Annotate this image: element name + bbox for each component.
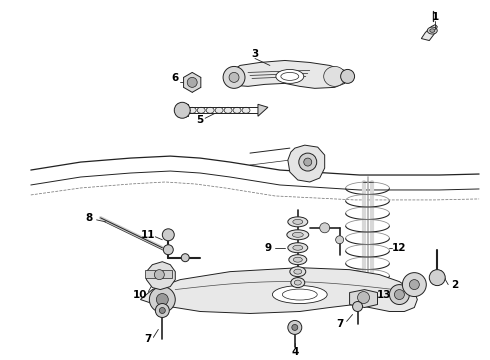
Ellipse shape bbox=[427, 27, 437, 34]
Ellipse shape bbox=[188, 107, 196, 113]
Text: 10: 10 bbox=[133, 289, 147, 300]
Ellipse shape bbox=[294, 280, 301, 285]
Polygon shape bbox=[258, 104, 268, 116]
Text: 1: 1 bbox=[432, 12, 439, 22]
Circle shape bbox=[156, 293, 168, 306]
Ellipse shape bbox=[288, 217, 308, 227]
Circle shape bbox=[162, 229, 174, 241]
Ellipse shape bbox=[289, 255, 307, 265]
Ellipse shape bbox=[242, 107, 250, 113]
Ellipse shape bbox=[290, 267, 306, 276]
Circle shape bbox=[149, 287, 175, 312]
Circle shape bbox=[402, 273, 426, 297]
Circle shape bbox=[336, 236, 343, 244]
Ellipse shape bbox=[294, 257, 302, 262]
Circle shape bbox=[358, 292, 369, 303]
Ellipse shape bbox=[287, 230, 309, 240]
Circle shape bbox=[319, 223, 330, 233]
Text: 6: 6 bbox=[172, 73, 179, 84]
Polygon shape bbox=[147, 262, 175, 289]
Circle shape bbox=[163, 245, 173, 255]
Ellipse shape bbox=[233, 107, 241, 113]
Ellipse shape bbox=[293, 219, 303, 224]
Circle shape bbox=[159, 307, 165, 314]
Ellipse shape bbox=[293, 245, 303, 250]
Circle shape bbox=[187, 77, 197, 87]
Text: 3: 3 bbox=[251, 49, 259, 59]
Polygon shape bbox=[146, 270, 155, 278]
Ellipse shape bbox=[282, 289, 317, 300]
Text: 7: 7 bbox=[336, 319, 343, 329]
Text: 12: 12 bbox=[392, 243, 407, 253]
Circle shape bbox=[229, 72, 239, 82]
Text: 8: 8 bbox=[85, 213, 92, 223]
Ellipse shape bbox=[281, 72, 299, 80]
Ellipse shape bbox=[197, 107, 205, 113]
Circle shape bbox=[181, 254, 189, 262]
Ellipse shape bbox=[430, 29, 435, 32]
Text: 13: 13 bbox=[377, 289, 392, 300]
Text: 4: 4 bbox=[291, 347, 298, 357]
Text: 9: 9 bbox=[264, 243, 271, 253]
Ellipse shape bbox=[215, 107, 223, 113]
Polygon shape bbox=[182, 104, 188, 116]
Polygon shape bbox=[141, 268, 417, 314]
Circle shape bbox=[304, 158, 312, 166]
Ellipse shape bbox=[293, 232, 303, 237]
Polygon shape bbox=[225, 60, 349, 88]
Circle shape bbox=[174, 102, 190, 118]
Ellipse shape bbox=[291, 278, 305, 288]
Circle shape bbox=[353, 302, 363, 311]
Text: 2: 2 bbox=[452, 280, 459, 289]
Polygon shape bbox=[421, 24, 437, 41]
Ellipse shape bbox=[294, 269, 302, 274]
Polygon shape bbox=[349, 289, 377, 307]
Circle shape bbox=[394, 289, 404, 300]
Polygon shape bbox=[162, 270, 172, 278]
Ellipse shape bbox=[288, 243, 308, 253]
Ellipse shape bbox=[272, 285, 327, 303]
Circle shape bbox=[341, 69, 355, 84]
Ellipse shape bbox=[324, 67, 345, 86]
Polygon shape bbox=[184, 72, 201, 92]
Ellipse shape bbox=[224, 107, 232, 113]
Text: 7: 7 bbox=[145, 334, 152, 345]
Circle shape bbox=[390, 285, 409, 305]
Polygon shape bbox=[288, 145, 325, 182]
Circle shape bbox=[155, 303, 169, 318]
Text: 5: 5 bbox=[196, 115, 204, 125]
Circle shape bbox=[288, 320, 302, 334]
Circle shape bbox=[154, 270, 164, 280]
Circle shape bbox=[409, 280, 419, 289]
Text: 11: 11 bbox=[141, 230, 156, 240]
Ellipse shape bbox=[206, 107, 214, 113]
Ellipse shape bbox=[276, 69, 304, 84]
Circle shape bbox=[292, 324, 298, 330]
Circle shape bbox=[429, 270, 445, 285]
Circle shape bbox=[223, 67, 245, 88]
Circle shape bbox=[299, 153, 317, 171]
